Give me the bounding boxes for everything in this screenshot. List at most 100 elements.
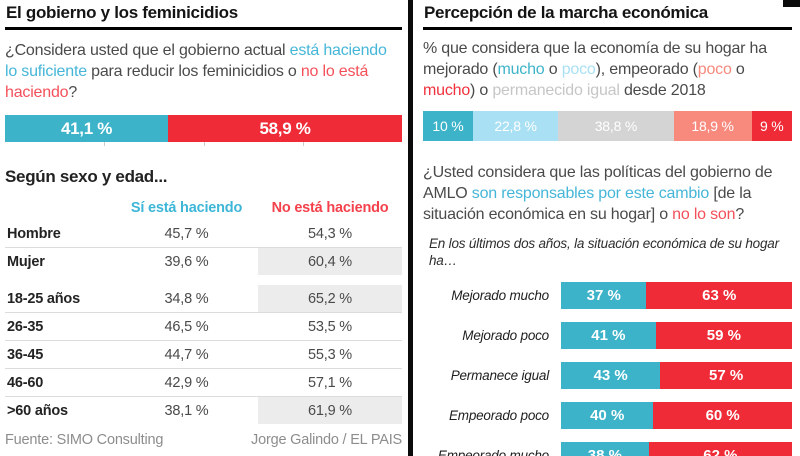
bar-segment-yes: 43 % bbox=[561, 362, 661, 389]
cell-no: 57,1 % bbox=[308, 374, 352, 391]
source-label: Fuente: SIMO Consulting bbox=[5, 432, 164, 448]
bar-value-no: 63 % bbox=[702, 287, 737, 304]
intro-text: ) o bbox=[470, 82, 493, 99]
cell-no: 54,3 % bbox=[308, 225, 352, 242]
credit-label: Jorge Galindo / EL PAIS bbox=[251, 432, 402, 448]
cell-no-highlighted: 65,2 % bbox=[258, 285, 402, 312]
word-empeorado-mucho: mucho bbox=[423, 82, 471, 99]
row-label: Hombre bbox=[7, 225, 61, 242]
bar-row-permanece-igual: Permanece igual 43 % 57 % bbox=[423, 362, 792, 389]
question-text: ? bbox=[68, 84, 78, 101]
cell-yes: 38,1 % bbox=[164, 402, 209, 419]
word-empeorado-poco: poco bbox=[697, 61, 732, 78]
bar: 41 % 59 % bbox=[561, 322, 792, 349]
footer: Fuente: SIMO Consulting Jorge Galindo / … bbox=[5, 432, 402, 448]
stack-segment-empeorado-poco: 18,9 % bbox=[673, 111, 752, 141]
question-text: ¿Considera usted que el gobierno actual bbox=[5, 42, 290, 59]
question-amlo: ¿Usted considera que las políticas del g… bbox=[423, 162, 792, 225]
bar-segment-no: 59 % bbox=[655, 322, 792, 349]
bar-value-yes: 38 % bbox=[587, 447, 622, 456]
question-feminicidios: ¿Considera usted que el gobierno actual … bbox=[5, 40, 402, 103]
bar-value-yes: 40 % bbox=[590, 407, 625, 424]
question-highlight-no: no lo son bbox=[672, 206, 736, 223]
bar-value-yes: 43 % bbox=[593, 367, 628, 384]
bar: 40 % 60 % bbox=[561, 402, 792, 429]
bar-segment-yes: 37 % bbox=[561, 282, 647, 309]
table-header-row: Sí está haciendo No está haciendo bbox=[5, 196, 402, 220]
row-label: 18-25 años bbox=[7, 290, 80, 307]
bar-row-mejorado-poco: Mejorado poco 41 % 59 % bbox=[423, 322, 792, 349]
bar-segment-yes: 41,1 % bbox=[5, 115, 169, 142]
intro-text: desde 2018 bbox=[619, 82, 706, 99]
table-row-26-35: 26-35 46,5 % 53,5 % bbox=[5, 312, 402, 340]
bar-segment-yes: 41 % bbox=[561, 322, 656, 349]
panel-divider bbox=[408, 0, 413, 456]
cell-no-highlighted: 60,4 % bbox=[258, 248, 402, 275]
word-mejorado-poco: poco bbox=[561, 61, 596, 78]
header-spacer bbox=[5, 196, 115, 220]
overall-result-bar: 41,1 % 58,9 % bbox=[5, 115, 402, 142]
stack-segment-empeorado-mucho: 9 % bbox=[751, 111, 792, 141]
right-panel-title: Percepción de la marcha económica bbox=[423, 0, 792, 30]
bar-value-no: 59 % bbox=[706, 327, 741, 344]
intro-text: % que considera que la economía de su ho… bbox=[423, 40, 767, 78]
intro-paragraph: % que considera que la economía de su ho… bbox=[423, 38, 792, 101]
stack-value: 9 % bbox=[760, 118, 784, 134]
bar-value-no: 60 % bbox=[705, 407, 740, 424]
row-label: Mujer bbox=[7, 253, 45, 270]
table-row-18-25: 18-25 años 34,8 % 65,2 % bbox=[5, 285, 402, 312]
bar-row-empeorado-mucho: Empeorado mucho 38 % 62 % bbox=[423, 442, 792, 456]
bar-segment-no: 62 % bbox=[648, 442, 792, 456]
cell-yes: 44,7 % bbox=[164, 346, 209, 363]
stack-segment-permanecido-igual: 38,8 % bbox=[558, 111, 674, 141]
tick-25-icon bbox=[104, 142, 106, 146]
stack-value: 18,9 % bbox=[691, 118, 734, 134]
panel-feminicidios: El gobierno y los feminicidios ¿Consider… bbox=[5, 0, 402, 448]
stack-segment-mejorado-poco: 22,8 % bbox=[472, 111, 559, 141]
bar-row-label: Empeorado poco bbox=[448, 408, 549, 423]
bar: 37 % 63 % bbox=[561, 282, 792, 309]
question-highlight-yes: está haciendo lo suficiente bbox=[5, 42, 387, 80]
row-label: 46-60 bbox=[7, 374, 44, 391]
bar-row-empeorado-poco: Empeorado poco 40 % 60 % bbox=[423, 402, 792, 429]
bar-segment-yes: 38 % bbox=[561, 442, 649, 456]
table-row-36-45: 36-45 44,7 % 55,3 % bbox=[5, 340, 402, 368]
question-highlight-yes: son responsables por este cambio bbox=[471, 185, 710, 202]
table-row-mujer: Mujer 39,6 % 60,4 % bbox=[5, 247, 402, 275]
bar: 38 % 62 % bbox=[561, 442, 792, 456]
question-text: ¿Usted considera que las políticas del g… bbox=[423, 164, 773, 202]
bar: 43 % 57 % bbox=[561, 362, 792, 389]
intro-text: o bbox=[731, 61, 745, 78]
bar-row-label: Permanece igual bbox=[450, 368, 550, 383]
bar-value-no: 57 % bbox=[709, 367, 744, 384]
left-panel-title: El gobierno y los feminicidios bbox=[5, 0, 402, 30]
cell-yes: 45,7 % bbox=[164, 225, 209, 242]
corner-artifact bbox=[783, 0, 800, 7]
stack-segment-mejorado-mucho: 10 % bbox=[423, 111, 473, 141]
cell-no: 53,5 % bbox=[308, 318, 352, 335]
stack-value: 10 % bbox=[432, 118, 464, 134]
bar-value-yes: 41 % bbox=[591, 327, 626, 344]
word-permanecido-igual: permanecido igual bbox=[492, 82, 620, 99]
bar-segment-no: 57 % bbox=[660, 362, 792, 389]
bar-segment-no: 63 % bbox=[646, 282, 792, 309]
cell-yes: 39,6 % bbox=[164, 253, 209, 270]
bar-value-no: 58,9 % bbox=[259, 118, 311, 138]
cell-no-highlighted: 61,9 % bbox=[258, 397, 402, 424]
stack-value: 38,8 % bbox=[594, 118, 638, 134]
column-header-yes: Sí está haciendo bbox=[130, 200, 243, 216]
bar-value-no: 62 % bbox=[703, 447, 738, 456]
tick-75-icon bbox=[302, 142, 304, 146]
bar-value-yes: 41,1 % bbox=[61, 118, 113, 138]
cell-yes: 42,9 % bbox=[164, 374, 209, 391]
table-row-over-60: >60 años 38,1 % 61,9 % bbox=[5, 396, 402, 424]
row-label: >60 años bbox=[7, 402, 68, 419]
bar-row-label: Mejorado mucho bbox=[451, 288, 549, 303]
bar-value-yes: 37 % bbox=[586, 287, 621, 304]
question-text: para reducir los feminicidios o bbox=[86, 63, 301, 80]
bar-row-mejorado-mucho: Mejorado mucho 37 % 63 % bbox=[423, 282, 792, 309]
word-mejorado-mucho: mucho bbox=[497, 61, 545, 78]
table-row-46-60: 46-60 42,9 % 57,1 % bbox=[5, 368, 402, 396]
row-label: 26-35 bbox=[7, 318, 44, 335]
